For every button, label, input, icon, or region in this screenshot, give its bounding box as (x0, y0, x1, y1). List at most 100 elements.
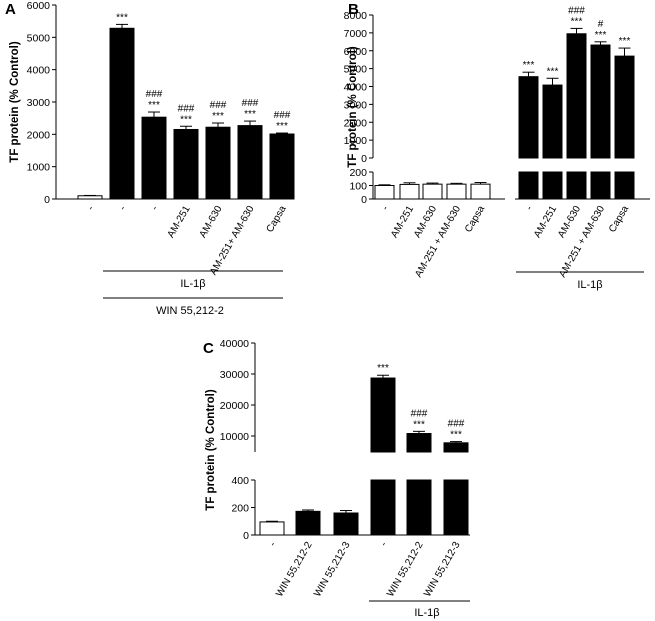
category-label: - (524, 204, 535, 212)
bar-lower-part (370, 479, 396, 536)
bar (269, 133, 295, 200)
y-tick-label: 5000 (27, 32, 51, 44)
bar (542, 84, 563, 159)
group-label: IL-1β (414, 607, 439, 619)
significance-marker: # (598, 19, 604, 30)
y-tick-label: 6000 (344, 46, 368, 58)
y-tick-label: 2000 (27, 129, 51, 141)
bar (237, 125, 263, 200)
y-tick-label: 8000 (344, 10, 368, 22)
significance-marker: *** (148, 100, 160, 111)
category-label: Capsa (265, 204, 289, 235)
group-label: IL-1β (577, 279, 602, 291)
category-label: Capsa (607, 204, 631, 235)
bar (518, 76, 539, 159)
y-tick-label: 2000 (344, 117, 368, 129)
significance-marker: ### (274, 110, 291, 121)
bar (259, 521, 285, 536)
significance-marker: ### (411, 408, 428, 419)
category-label: AM-251 + AM-630 (557, 204, 607, 280)
bar (141, 116, 167, 200)
bar (77, 195, 103, 200)
significance-marker: *** (547, 66, 559, 77)
y-tick-label: 3000 (344, 99, 368, 111)
significance-marker: *** (180, 114, 192, 125)
bar-lower-part (406, 479, 432, 536)
y-axis-label: TF protein (% Control) (347, 46, 359, 168)
y-tick-label: 4000 (27, 65, 51, 77)
y-axis-label: TF protein (% Control) (9, 41, 21, 163)
bar (205, 126, 231, 200)
significance-marker: *** (276, 121, 288, 132)
bar-lower-part (443, 479, 469, 536)
bar (295, 510, 321, 536)
group-label: IL-1β (180, 278, 205, 290)
significance-marker: *** (619, 36, 631, 47)
panel-b-chart: BTF protein (% Control)01002000100020003… (344, 1, 650, 291)
y-tick-label: 200 (349, 167, 367, 179)
significance-marker: ### (568, 5, 585, 16)
y-tick-label: 6000 (27, 0, 51, 12)
bar (446, 183, 467, 200)
y-tick-label: 100 (349, 181, 367, 193)
bar (333, 512, 359, 536)
category-label: - (85, 204, 96, 212)
bar-lower-part (542, 171, 563, 200)
group-label: WIN 55,212-2 (156, 305, 224, 317)
y-tick-label: 40000 (220, 338, 249, 350)
bar-lower-part (614, 171, 635, 200)
bar (374, 185, 395, 200)
y-tick-label: 30000 (220, 369, 249, 381)
y-tick-label: 400 (231, 475, 249, 487)
category-label: AM-251 + AM-630 (413, 204, 463, 280)
significance-marker: *** (212, 111, 224, 122)
y-tick-label: 1000 (344, 135, 368, 147)
significance-marker: *** (595, 30, 607, 41)
category-label: Capsa (463, 204, 487, 235)
y-tick-label: 4000 (344, 82, 368, 94)
category-label: WIN 55,212-3 (312, 540, 353, 599)
significance-marker: ### (448, 419, 465, 430)
y-tick-label: 20000 (220, 400, 249, 412)
significance-marker: *** (116, 12, 128, 23)
y-tick-label: 0 (361, 194, 367, 206)
category-label: WIN 55,212-3 (422, 540, 463, 599)
category-label: AM-251 (166, 204, 193, 240)
significance-marker: *** (244, 109, 256, 120)
y-tick-label: 5000 (344, 64, 368, 76)
significance-marker: *** (571, 16, 583, 27)
y-tick-label: 0 (243, 530, 249, 542)
significance-marker: *** (523, 60, 535, 71)
bar-lower-part (518, 171, 539, 200)
panel-letter: A (5, 1, 16, 18)
panel-a-chart: A TF protein (% Control) 0 1000 2000 3000 4000… (5, 0, 295, 317)
bar-lower-part (566, 171, 587, 200)
significance-marker: ### (146, 89, 163, 100)
category-label: - (117, 204, 128, 212)
bar (399, 183, 420, 200)
category-label: - (380, 204, 391, 212)
significance-marker: *** (450, 430, 462, 441)
category-label: - (149, 204, 160, 212)
bar (109, 27, 135, 200)
bar (443, 442, 469, 453)
bar (470, 183, 491, 200)
bar (422, 183, 443, 200)
significance-marker: ### (178, 103, 195, 114)
significance-marker: *** (377, 363, 389, 374)
panel-c-chart: C TF protein (% Control) 0 200 400 10000 20000… (203, 338, 470, 619)
bar (406, 433, 432, 453)
bar (173, 128, 199, 200)
category-label: AM-630 (198, 204, 225, 240)
category-label: - (378, 540, 389, 548)
category-label: WIN 55,212-2 (274, 540, 315, 599)
significance-marker: *** (413, 419, 425, 430)
y-tick-label: 1000 (27, 162, 51, 174)
y-tick-label: 200 (231, 503, 249, 515)
y-tick-label: 3000 (27, 97, 51, 109)
category-label: WIN 55,212-2 (385, 540, 426, 599)
category-label: - (267, 540, 278, 548)
y-tick-label: 0 (44, 194, 50, 206)
bar (614, 55, 635, 159)
